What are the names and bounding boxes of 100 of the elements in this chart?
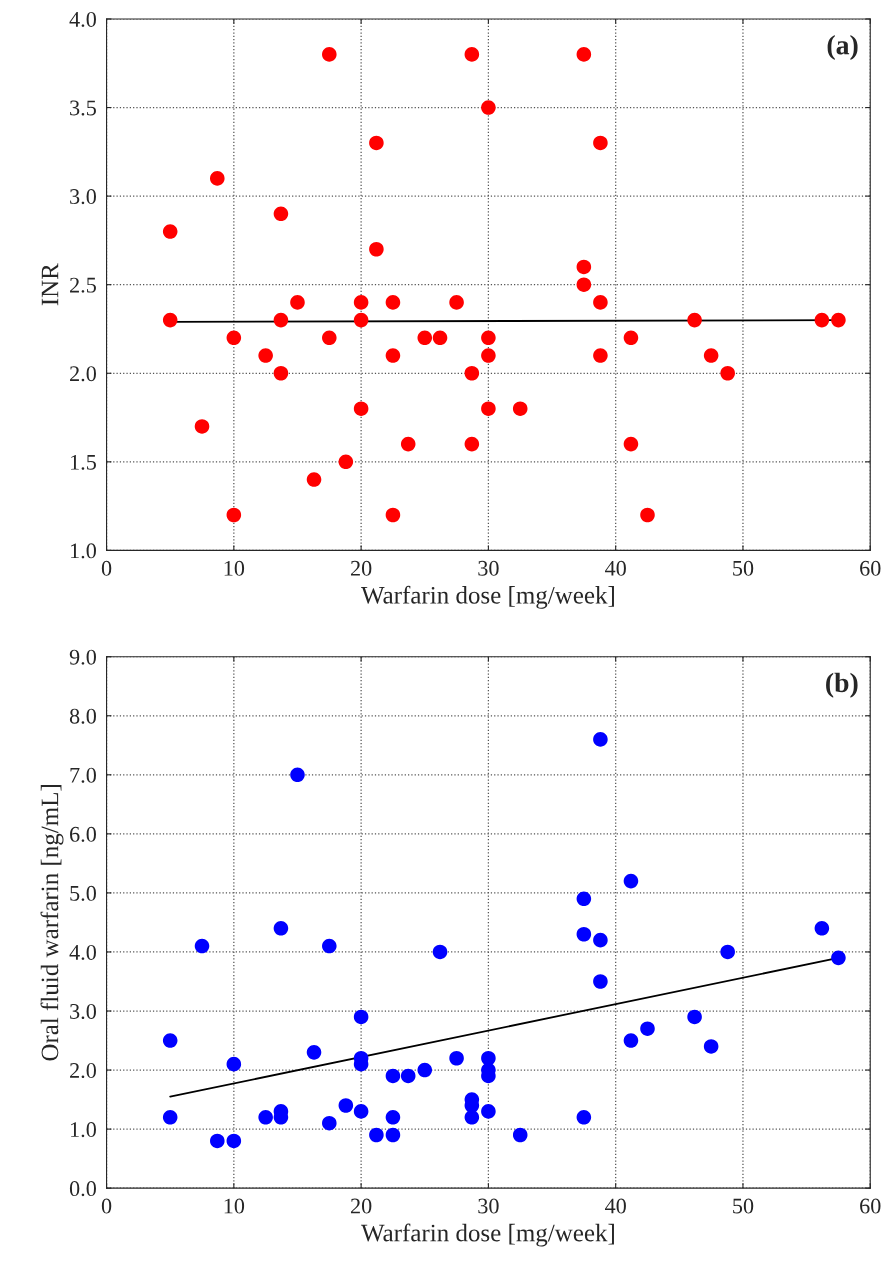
y-tick-label: 0.0 xyxy=(69,1181,96,1197)
point xyxy=(687,1009,702,1025)
point xyxy=(576,926,592,942)
point xyxy=(273,921,289,936)
point xyxy=(210,1133,225,1149)
y-tick-label: 2.0 xyxy=(70,1062,96,1079)
y-axis-title: INR xyxy=(41,263,59,306)
point xyxy=(258,1110,273,1125)
x-tick-label: 30 xyxy=(478,1198,499,1214)
y-axis-title: Oral fluid warfarin [ng/mL] xyxy=(40,785,64,1061)
point xyxy=(593,295,608,310)
point xyxy=(210,171,225,186)
point xyxy=(369,1127,384,1143)
point xyxy=(623,1033,639,1048)
point xyxy=(432,944,448,960)
point xyxy=(353,1009,369,1025)
y-tick-label: 3.5 xyxy=(70,100,96,116)
point xyxy=(353,401,369,416)
point xyxy=(814,921,830,936)
point xyxy=(273,365,289,381)
x-tick-label: 60 xyxy=(860,560,881,576)
point xyxy=(720,944,735,960)
point xyxy=(162,1033,178,1048)
point xyxy=(322,1115,337,1131)
point xyxy=(576,891,592,907)
point xyxy=(481,330,496,346)
point xyxy=(464,365,480,381)
point xyxy=(353,295,369,310)
x-tick-label: 0 xyxy=(101,560,112,576)
y-tick-label: 6.0 xyxy=(70,826,96,842)
point xyxy=(814,312,830,328)
y-tick-label: 3.0 xyxy=(70,189,96,205)
point xyxy=(623,873,639,889)
point xyxy=(687,312,702,328)
point xyxy=(481,1104,496,1119)
point xyxy=(385,348,401,363)
point xyxy=(512,1127,528,1143)
point xyxy=(593,974,608,989)
point xyxy=(640,507,655,523)
y-tick-label: 1.5 xyxy=(71,454,96,470)
point xyxy=(322,938,337,954)
point xyxy=(576,259,592,275)
x-tick-label: 10 xyxy=(224,1198,245,1214)
y-tick-label: 4.0 xyxy=(69,11,96,27)
x-tick-label: 60 xyxy=(860,1198,881,1214)
point xyxy=(226,1056,242,1072)
point xyxy=(576,277,592,292)
point xyxy=(720,365,735,381)
point xyxy=(369,135,384,151)
point xyxy=(290,767,305,783)
point xyxy=(831,950,846,966)
point xyxy=(385,1068,401,1084)
point xyxy=(338,454,354,470)
annotation: (b) xyxy=(826,672,858,698)
point xyxy=(464,436,480,452)
point xyxy=(623,436,639,452)
point xyxy=(258,348,273,363)
y-tick-label: 2.5 xyxy=(70,277,96,293)
y-tick-label: 1.0 xyxy=(71,543,96,559)
annotation: (a) xyxy=(827,34,858,61)
point xyxy=(593,135,608,151)
x-tick-label: 50 xyxy=(733,1198,754,1214)
point xyxy=(432,330,448,346)
x-tick-label: 30 xyxy=(478,560,499,576)
y-tick-label: 3.0 xyxy=(70,1003,96,1020)
point xyxy=(369,241,384,257)
point xyxy=(481,100,496,115)
x-tick-label: 50 xyxy=(733,560,754,576)
point xyxy=(162,1110,178,1125)
x-tick-label: 20 xyxy=(350,560,372,576)
x-tick-label: 10 xyxy=(224,560,245,576)
y-tick-label: 8.0 xyxy=(69,708,96,724)
point xyxy=(449,295,464,310)
y-tick-label: 5.0 xyxy=(70,885,96,901)
point xyxy=(273,206,289,222)
point xyxy=(290,295,305,310)
point xyxy=(576,1110,592,1125)
point xyxy=(400,1068,416,1084)
point xyxy=(623,330,639,346)
point xyxy=(353,1104,369,1119)
point xyxy=(593,732,608,747)
point xyxy=(226,330,242,346)
point xyxy=(353,312,369,328)
point xyxy=(449,1050,464,1066)
point xyxy=(576,47,592,62)
point xyxy=(385,507,401,523)
point xyxy=(306,472,322,487)
point xyxy=(273,312,289,328)
y-tick-label: 7.0 xyxy=(70,767,96,783)
y-tick-label: 4.0 xyxy=(69,944,96,960)
point xyxy=(400,436,416,452)
x-tick-label: 0 xyxy=(101,1198,112,1214)
point xyxy=(385,1127,401,1143)
point xyxy=(512,401,528,416)
point xyxy=(226,507,242,523)
point xyxy=(464,1110,480,1125)
point xyxy=(640,1021,655,1037)
y-tick-label: 1.0 xyxy=(71,1122,96,1138)
point xyxy=(385,295,401,310)
x-tick-label: 40 xyxy=(605,560,626,576)
